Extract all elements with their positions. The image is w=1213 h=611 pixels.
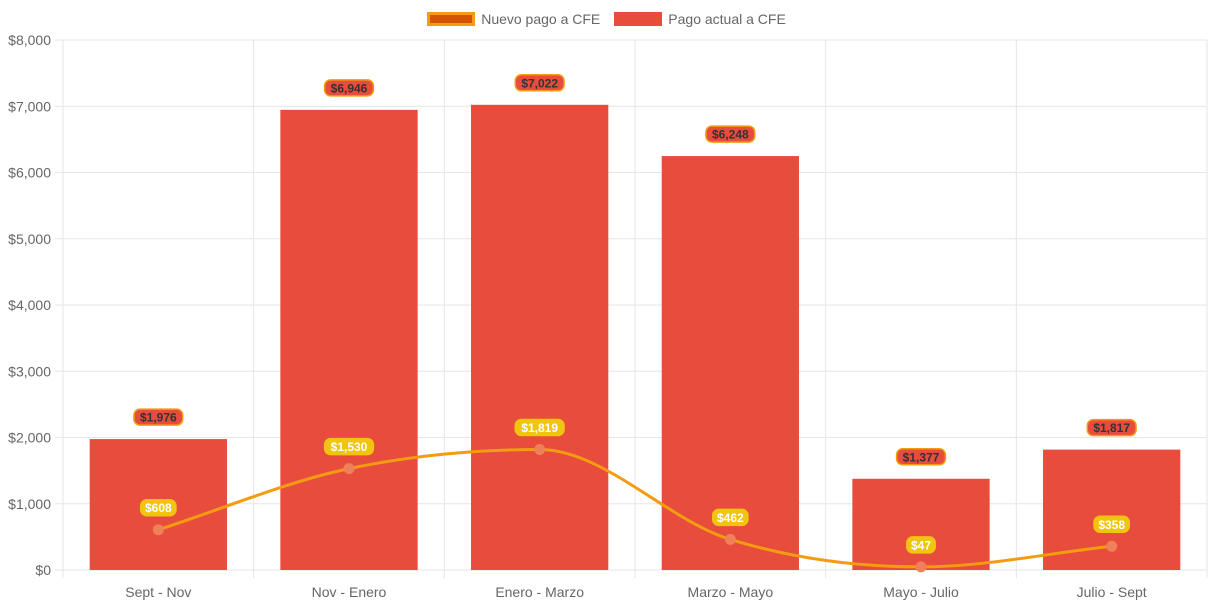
y-tick-label: $4,000 [8,297,51,313]
line-data-label: $462 [711,508,749,527]
y-tick-label: $6,000 [8,165,51,181]
data-label-bg [323,437,375,456]
data-label-bg [133,408,184,426]
line-data-label: $1,530 [323,437,375,456]
data-label-bg [323,79,375,97]
data-label-bg [1086,418,1137,437]
line-point [152,524,164,536]
data-label-text: $1,817 [1093,421,1130,435]
y-tick-label: $2,000 [8,430,51,446]
data-label-bg [895,448,947,466]
data-label-text: $608 [145,501,172,515]
data-label-text: $6,946 [331,81,368,95]
data-label-text: $462 [717,511,744,525]
line-data-label: $608 [139,498,177,517]
bar-data-label: $1,976 [133,408,184,426]
chart-legend: Nuevo pago a CFE Pago actual a CFE [0,8,1213,30]
x-tick-label: Sept - Nov [125,584,191,600]
data-label-text: $1,377 [903,450,940,464]
data-label-text: $1,819 [521,421,558,435]
data-label-text: $7,022 [521,76,558,90]
bar-data-label: $1,817 [1086,418,1137,437]
line-point [915,561,927,573]
data-label-text: $47 [911,538,931,552]
bar-data-label: $7,022 [514,74,565,92]
legend-label-pago-actual: Pago actual a CFE [668,11,786,27]
legend-item-pago-actual[interactable]: Pago actual a CFE [614,11,786,27]
bar [661,156,799,570]
legend-swatch-nuevo-pago [427,12,476,26]
data-label-bg [1093,515,1131,534]
data-label-text: $6,248 [712,128,749,142]
y-tick-label: $1,000 [8,496,51,512]
y-tick-label: $5,000 [8,231,51,247]
data-label-bg [705,125,756,143]
line-point [534,443,546,455]
data-label-bg [139,498,177,517]
bar-series [89,104,1181,570]
grid-layer: $0 $1,000 $2,000 $3,000 $4,000 $5,000 $6,000 $7… [8,32,1208,578]
bar-data-label: $1,377 [895,448,947,466]
bar-data-label: $6,946 [323,79,375,97]
x-tick-label: Julio - Sept [1077,584,1147,600]
line-series-path [157,447,1112,569]
data-label-bg [906,536,936,554]
x-tick-label: Marzo - Mayo [688,584,774,600]
y-tick-label: $8,000 [8,32,51,48]
y-tick-label: $0 [35,562,51,578]
legend-item-nuevo-pago[interactable]: Nuevo pago a CFE [427,11,600,27]
legend-label-nuevo-pago: Nuevo pago a CFE [481,11,601,27]
line-point [343,463,355,475]
legend-swatch-pago-actual [614,12,663,26]
data-label-bg [514,418,565,437]
line-data-label: $358 [1093,515,1131,534]
bar [280,109,418,570]
y-tick-label: $7,000 [8,98,51,114]
line-data-label: $1,819 [514,418,565,437]
bar-data-label: $6,248 [705,125,756,143]
data-label-text: $358 [1098,518,1125,532]
line-point [724,533,736,545]
bar [471,104,609,570]
data-label-bg [711,508,749,527]
data-label-text: $1,976 [140,411,177,425]
data-label-bg [514,74,565,92]
line-data-label: $47 [906,536,936,554]
x-tick-label: Mayo - Julio [883,584,959,600]
x-tick-label: Nov - Enero [312,584,387,600]
y-tick-label: $3,000 [8,363,51,379]
x-tick-label: Enero - Marzo [495,584,584,600]
bar [852,478,990,570]
data-label-text: $1,530 [331,440,368,454]
line-point [1106,540,1118,552]
